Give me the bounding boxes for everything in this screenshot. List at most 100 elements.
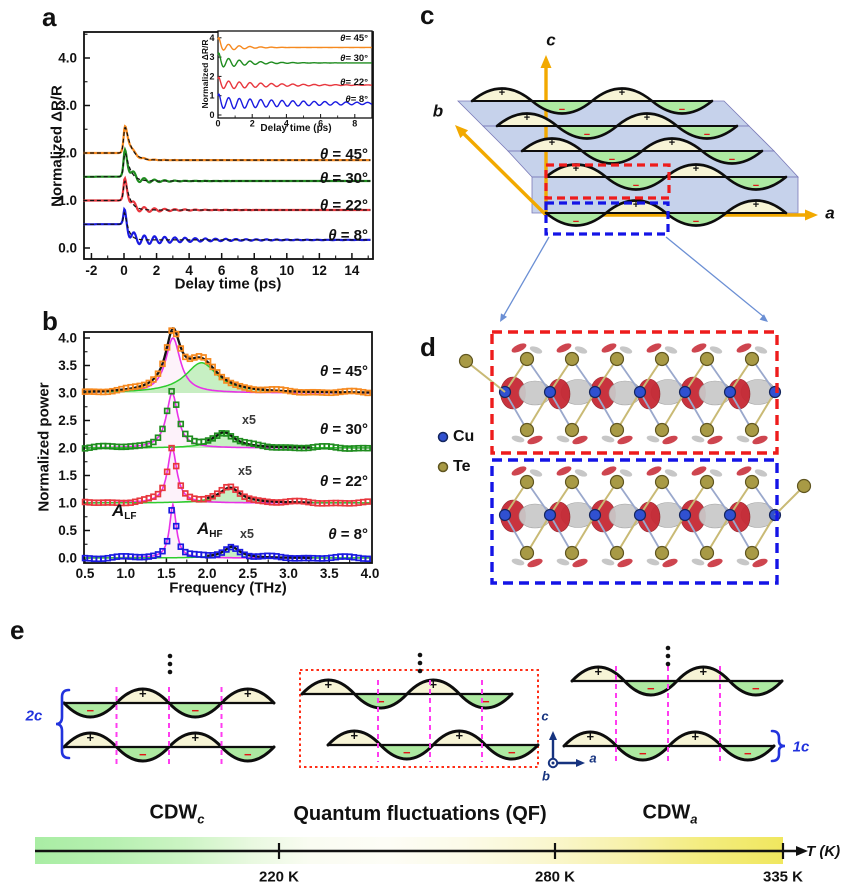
mode-label-ahf: AHF	[197, 520, 223, 540]
plus-sign: +	[693, 163, 699, 175]
wave-line	[544, 163, 788, 191]
wave-line	[62, 731, 276, 763]
te-atom	[564, 474, 580, 490]
data-square	[172, 401, 180, 408]
data-square	[150, 438, 157, 446]
data-square	[159, 425, 166, 433]
data-square	[159, 547, 166, 555]
plus-sign: +	[619, 87, 625, 99]
x-tick-label: 0.5	[76, 566, 95, 581]
connector-arrow-right	[759, 314, 768, 322]
isosurface-cap	[619, 469, 633, 477]
legend-label-cu: Cu	[453, 428, 475, 445]
x-tick-label: 14	[344, 263, 360, 278]
connector-line-right	[665, 236, 765, 318]
isosurface-cap	[646, 466, 662, 476]
te-atom	[564, 351, 580, 367]
plus-sign: +	[644, 112, 650, 124]
isosurface-cap	[617, 435, 633, 445]
y-tick-label: 3.0	[58, 386, 77, 401]
cute-chain	[498, 343, 782, 445]
isosurface-cap	[646, 343, 662, 353]
isosurface-cap	[646, 435, 660, 443]
data-square	[168, 507, 175, 514]
legend-label-te: Te	[453, 458, 471, 475]
plus-sign: +	[350, 728, 358, 743]
data-square	[159, 484, 166, 492]
isosurface-cap	[754, 346, 768, 354]
isosurface-cap	[556, 466, 572, 476]
bracket-label-1c: 1c	[792, 738, 810, 756]
panel-b-series-label-1: θ = 30°	[320, 421, 368, 438]
isosurface-cap	[617, 558, 633, 568]
cute-chain	[498, 466, 782, 568]
panel-e-schematic: − + − + + − + − + − + − + − + − + − + − + − + −	[35, 645, 808, 859]
te-atom	[744, 351, 760, 367]
data-square	[232, 486, 239, 493]
scatter-squares-2	[81, 444, 371, 507]
isosurface-cap	[736, 466, 752, 476]
minus-sign: −	[647, 681, 655, 696]
isosurface-cap	[511, 435, 525, 443]
te-atom	[519, 351, 535, 367]
te-atom	[654, 422, 670, 438]
y-tick-label: 0.0	[58, 551, 77, 566]
y-tick-label: 1.0	[58, 193, 77, 208]
panel-label-a: a	[42, 2, 57, 32]
cu-atom	[678, 508, 692, 522]
te-atom	[744, 474, 760, 490]
data-square	[163, 537, 171, 545]
isosurface-cap	[511, 343, 527, 353]
inset-y-tick-label: 3	[209, 52, 214, 62]
b-axis	[458, 128, 548, 217]
plus-sign: +	[699, 664, 707, 679]
isosurface-cap	[664, 346, 678, 354]
inset-series-label-1: θ= 30°	[340, 53, 368, 64]
red-dashed-box-d	[490, 330, 779, 455]
data-square	[154, 434, 162, 441]
wave-line	[562, 730, 776, 762]
inset-trace-0	[217, 36, 372, 51]
data-square	[177, 482, 185, 489]
minus-sign: −	[633, 180, 639, 192]
panel-b-series-label-2: θ = 22°	[320, 473, 368, 490]
te-atom	[654, 545, 670, 561]
wave-line	[570, 665, 784, 697]
isosurface-cap	[556, 558, 570, 566]
plus-sign: +	[324, 677, 332, 692]
inset-x-tick-label: 8	[352, 119, 357, 129]
isosurface-cap	[529, 346, 543, 354]
te-atom	[609, 422, 625, 438]
bond	[526, 514, 551, 554]
isosurface-cap	[691, 466, 707, 476]
hf-fill-1	[85, 433, 370, 448]
te-atom	[744, 545, 760, 561]
isosurface-cap	[601, 435, 615, 443]
isosurface-cap	[601, 343, 617, 353]
a-axis-arrow	[805, 209, 818, 221]
cu-atom	[543, 508, 557, 522]
x-tick-label: 1.0	[116, 566, 135, 581]
isosurface-cap	[574, 469, 588, 477]
mode-label-alf: ALF	[112, 502, 137, 522]
cu-atom	[678, 385, 692, 399]
x-tick-label: 2.5	[238, 566, 257, 581]
wave-line	[326, 729, 540, 761]
bracket-label-2c: 2c	[25, 707, 43, 725]
minus-sign: −	[573, 216, 579, 228]
x-tick-label: 1.5	[157, 566, 176, 581]
data-square	[213, 490, 221, 497]
region-cdwc-sub: c	[197, 811, 205, 827]
minus-sign: −	[753, 180, 759, 192]
y-tick-label: 2.5	[58, 413, 77, 428]
region-cdwa-sub: a	[690, 811, 698, 827]
te-atom	[609, 351, 625, 367]
bond	[729, 391, 753, 431]
mode-ahf-subscript: HF	[209, 529, 223, 540]
minus-sign: −	[191, 703, 199, 718]
bond	[661, 391, 686, 431]
plus-sign: +	[524, 112, 530, 124]
ellipsis-dot	[665, 653, 671, 659]
bond	[706, 391, 731, 431]
bond	[549, 391, 573, 431]
